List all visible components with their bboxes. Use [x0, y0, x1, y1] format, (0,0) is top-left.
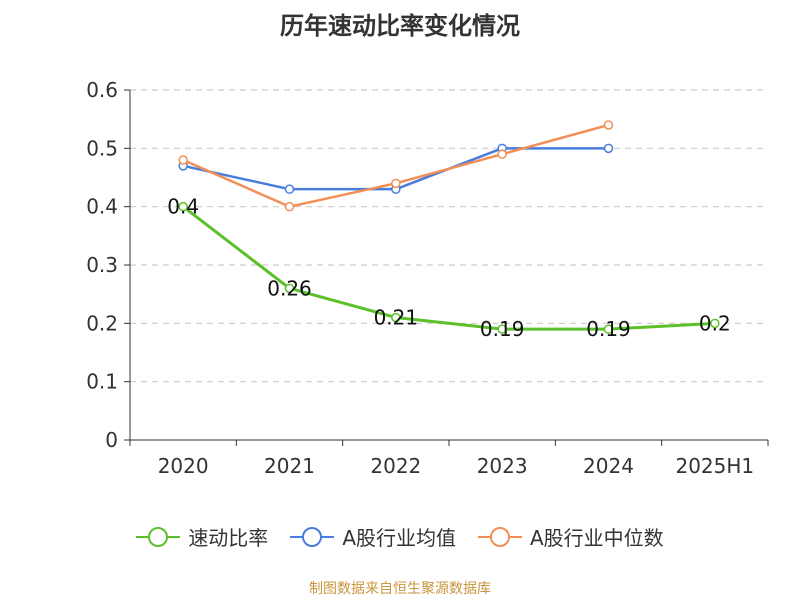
- x-tick-label: 2024: [583, 454, 634, 478]
- y-tick-label: 0.3: [86, 253, 118, 277]
- y-tick-label: 0.1: [86, 370, 118, 394]
- source-note: 制图数据来自恒生聚源数据库: [309, 581, 491, 597]
- y-tick-label: 0.4: [86, 195, 118, 219]
- data-point[interactable]: [710, 318, 720, 329]
- data-point[interactable]: [178, 201, 188, 212]
- data-label: 0.26: [267, 276, 312, 300]
- y-tick-label: 0.6: [86, 78, 118, 102]
- legend-label: 速动比率: [188, 526, 269, 550]
- legend-line-circle-icon: [290, 526, 335, 547]
- data-point[interactable]: [284, 201, 295, 212]
- data-point[interactable]: [497, 149, 507, 159]
- data-point[interactable]: [284, 283, 295, 294]
- data-point[interactable]: [497, 324, 507, 334]
- series-line: [182, 123, 609, 208]
- y-tick-label: 0: [105, 428, 118, 452]
- legend-line-circle-icon: [136, 526, 181, 547]
- x-tick-label: 2020: [158, 454, 209, 478]
- data-labels: 0.4 0.26 0.21 0.19 0.19 0.2: [167, 195, 730, 341]
- legend-label: A股行业均值: [342, 526, 456, 550]
- legend-item-quick-ratio[interactable]: 速动比率: [136, 522, 268, 551]
- legend-line-circle-icon: [478, 526, 522, 547]
- chart-title: 历年速动比率变化情况: [280, 12, 520, 40]
- y-tick-label: 0.2: [86, 311, 118, 335]
- data-label: 0.19: [480, 317, 525, 341]
- data-point[interactable]: [603, 143, 614, 154]
- data-point[interactable]: [284, 184, 295, 194]
- y-tick-label: 0.5: [86, 136, 118, 160]
- data-label: 0.19: [586, 317, 631, 341]
- axes: 0 0.1 0.2 0.3 0.4 0.5 0.6 2020 2021 2022 2023 2024 2…: [86, 78, 769, 478]
- data-point[interactable]: [603, 120, 614, 130]
- series-lines: [178, 120, 720, 334]
- data-label: 0.4: [167, 195, 199, 219]
- data-point[interactable]: [391, 178, 401, 189]
- legend-label: A股行业中位数: [530, 526, 664, 550]
- series-line: [182, 205, 715, 331]
- x-tick-label: 2023: [477, 454, 528, 478]
- grid-lines: [130, 89, 768, 383]
- data-point[interactable]: [603, 324, 614, 334]
- x-tick-label: 2022: [370, 454, 421, 478]
- data-point[interactable]: [178, 155, 188, 165]
- x-tick-label: 2021: [264, 454, 315, 478]
- x-tick-label: 2025H1: [675, 454, 754, 478]
- data-point[interactable]: [391, 312, 401, 323]
- data-label: 0.2: [699, 311, 731, 335]
- data-label: 0.21: [374, 306, 419, 330]
- legend-item-industry-mean[interactable]: A股行业均值: [290, 522, 456, 551]
- legend-item-industry-median[interactable]: A股行业中位数: [478, 522, 664, 551]
- legend: 速动比率 A股行业均值 A股行业中位数: [0, 522, 800, 551]
